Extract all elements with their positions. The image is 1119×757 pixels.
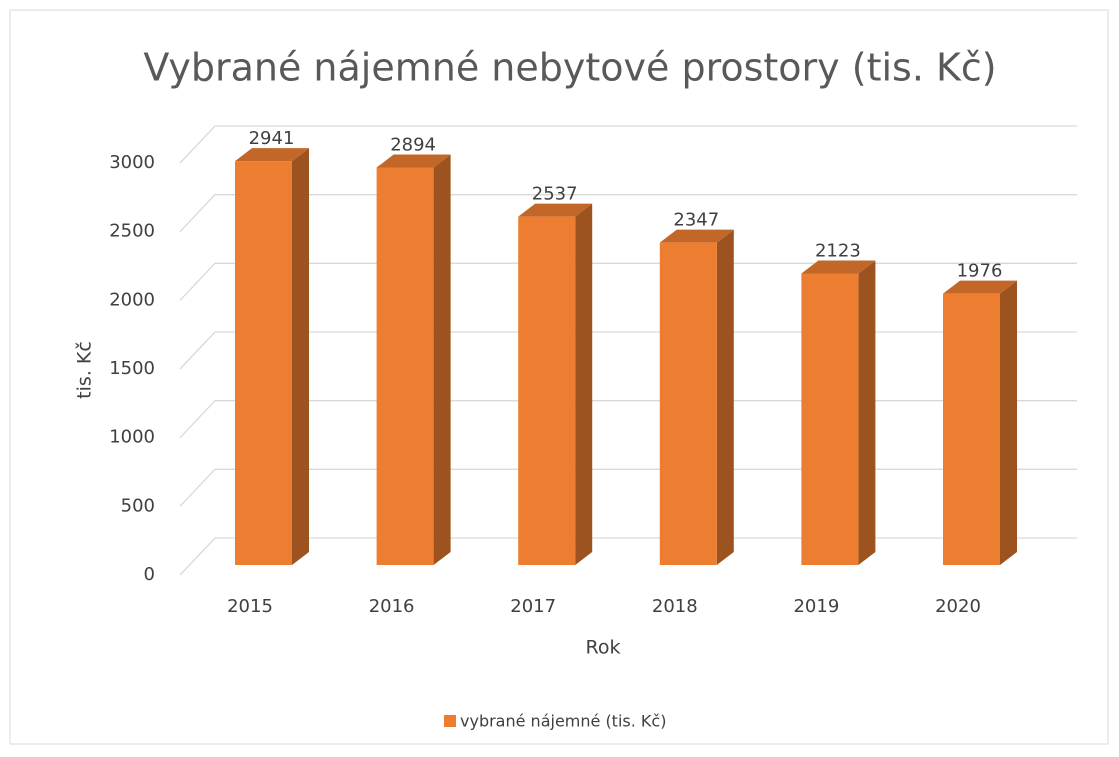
bar-face	[433, 154, 451, 566]
bar-face	[659, 229, 734, 243]
bar-face	[858, 260, 876, 565]
bar-face	[235, 161, 292, 565]
data-label: 2123	[815, 240, 861, 261]
y-tick-label: 1000	[109, 427, 155, 448]
y-tick-label: 3000	[109, 152, 155, 173]
y-tick-label: 0	[144, 564, 155, 585]
x-tick-label: 2016	[369, 596, 415, 617]
grid-line	[179, 537, 1077, 576]
bar	[801, 260, 876, 565]
data-label: 2347	[673, 210, 719, 231]
y-axis-label: tis. Kč	[74, 341, 96, 399]
x-tick-label: 2019	[793, 596, 839, 617]
bar-face	[376, 154, 451, 168]
data-label: 2537	[532, 184, 578, 205]
grid-line	[179, 468, 1077, 507]
bar-face	[801, 273, 859, 565]
bar	[518, 203, 593, 565]
bar-face	[943, 293, 1000, 565]
bar-face	[376, 167, 434, 566]
bar	[376, 154, 451, 566]
bar	[943, 280, 1017, 565]
x-axis-label: Rok	[586, 637, 621, 659]
x-tick-label: 2018	[652, 596, 698, 617]
bar-face	[943, 280, 1017, 294]
bar-face	[292, 148, 309, 565]
grid-line	[179, 400, 1077, 439]
bar	[659, 229, 734, 566]
data-label: 1976	[957, 261, 1003, 282]
grid-line	[179, 125, 1077, 164]
bar-face	[801, 260, 876, 274]
y-tick-label: 1500	[109, 358, 155, 379]
x-tick-label: 2020	[935, 596, 981, 617]
grid-line	[179, 331, 1077, 370]
x-tick-label: 2015	[227, 596, 273, 617]
legend-swatch	[444, 715, 456, 727]
bar	[235, 148, 309, 565]
bar-face	[235, 148, 309, 162]
bar-face	[716, 229, 734, 566]
bar-face	[518, 203, 593, 217]
bar-face	[1000, 280, 1017, 565]
bar-face	[575, 203, 593, 565]
grid-line	[179, 194, 1077, 233]
chart-title: Vybrané nájemné nebytové prostory (tis. …	[143, 46, 996, 90]
bar-face	[518, 216, 576, 565]
data-label: 2894	[390, 135, 436, 156]
y-tick-label: 500	[121, 495, 155, 516]
grid-line	[179, 262, 1077, 301]
y-tick-label: 2500	[109, 221, 155, 242]
y-tick-label: 2000	[109, 289, 155, 310]
x-tick-label: 2017	[510, 596, 556, 617]
data-label: 2941	[249, 128, 295, 149]
bar-face	[659, 242, 717, 566]
legend-label: vybrané nájemné (tis. Kč)	[460, 712, 666, 731]
